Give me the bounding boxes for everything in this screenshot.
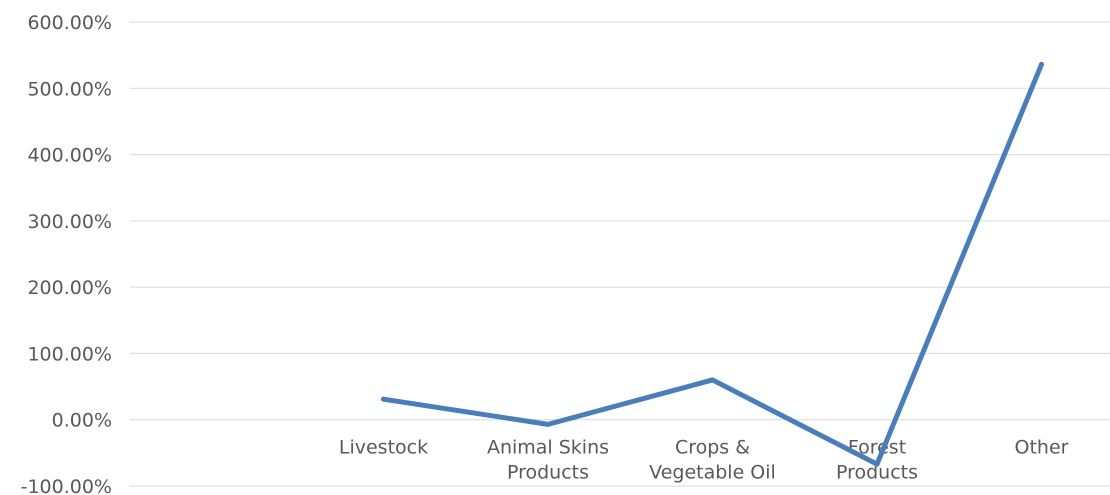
y-tick-label: 400.00% — [27, 145, 112, 167]
series-layer — [381, 61, 1044, 467]
data-point — [381, 396, 386, 402]
y-tick-label: -100.00% — [21, 476, 112, 495]
y-tick-label: 300.00% — [27, 211, 112, 233]
x-tick-label: Animal Skins Products — [487, 437, 609, 484]
y-tick-label: 0.00% — [52, 410, 112, 432]
y-axis-tick-labels: -100.00% 0.00% 100.00% 200.00% 300.00% 400.00… — [21, 12, 112, 495]
y-tick-label: 200.00% — [27, 277, 112, 299]
x-axis-tick-labels: Livestock Animal Skins Products Crops & Vege… — [339, 437, 1069, 484]
data-point — [874, 461, 880, 467]
y-tick-label: 500.00% — [27, 78, 112, 100]
x-tick-label: Forest Products — [836, 437, 918, 484]
series-line — [381, 61, 1044, 467]
y-tick-label: 100.00% — [27, 343, 112, 365]
data-point — [710, 377, 715, 383]
x-tick-label: Other — [1015, 437, 1069, 459]
data-point — [1039, 61, 1044, 67]
y-tick-label: 600.00% — [27, 12, 112, 34]
x-tick-label: Crops & Vegetable Oil — [649, 437, 776, 484]
gridlines — [130, 21, 1110, 487]
data-point — [545, 421, 551, 427]
x-tick-label: Livestock — [339, 437, 428, 459]
